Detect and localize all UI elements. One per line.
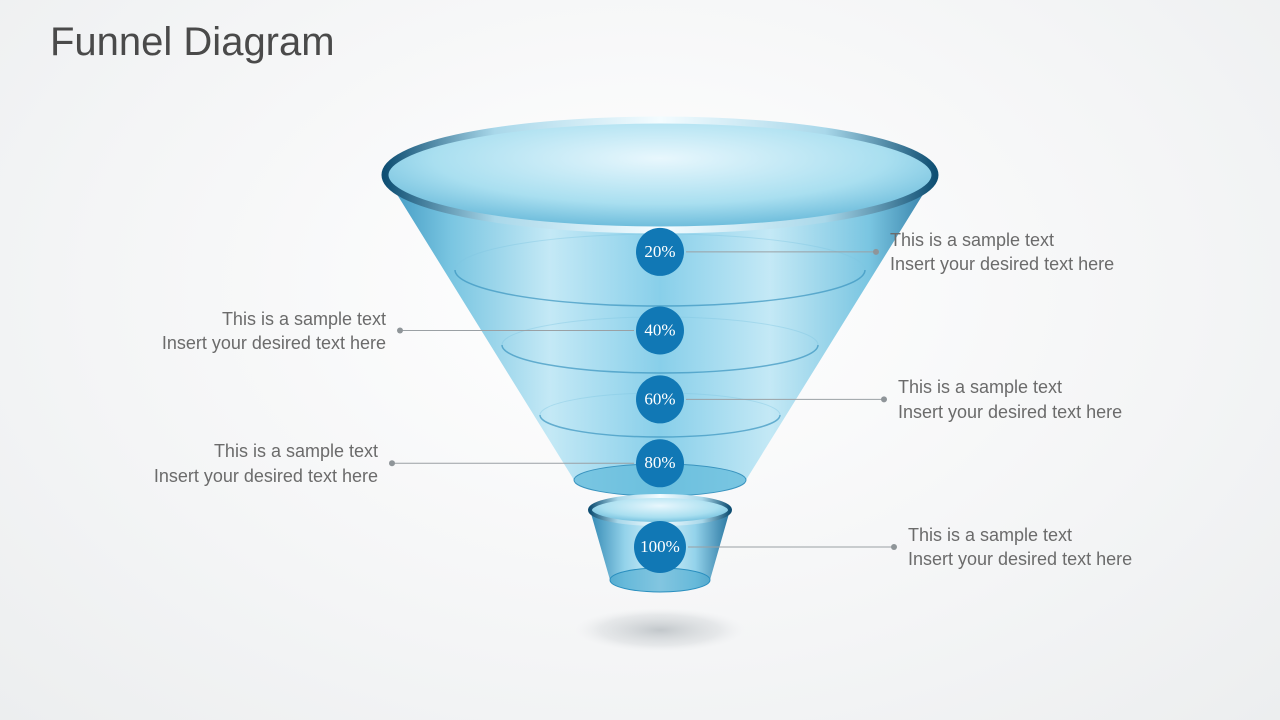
funnel-callout: This is a sample textInsert your desired… [162, 307, 386, 356]
callout-line: This is a sample text [898, 375, 1122, 399]
callout-line: This is a sample text [908, 523, 1132, 547]
funnel-stage: 20%40%60%80%100% This is a sample textIn… [0, 120, 1280, 680]
callout-line: Insert your desired text here [908, 547, 1132, 571]
callout-line: This is a sample text [154, 439, 378, 463]
funnel-callout: This is a sample textInsert your desired… [908, 523, 1132, 572]
callout-line: Insert your desired text here [890, 252, 1114, 276]
callout-line: This is a sample text [890, 228, 1114, 252]
funnel-callout: This is a sample textInsert your desired… [898, 375, 1122, 424]
funnel-callout: This is a sample textInsert your desired… [154, 439, 378, 488]
callout-line: Insert your desired text here [898, 400, 1122, 424]
funnel-callout: This is a sample textInsert your desired… [890, 228, 1114, 277]
page-title: Funnel Diagram [50, 20, 335, 65]
callout-line: Insert your desired text here [162, 331, 386, 355]
callout-line: Insert your desired text here [154, 464, 378, 488]
callout-line: This is a sample text [162, 307, 386, 331]
